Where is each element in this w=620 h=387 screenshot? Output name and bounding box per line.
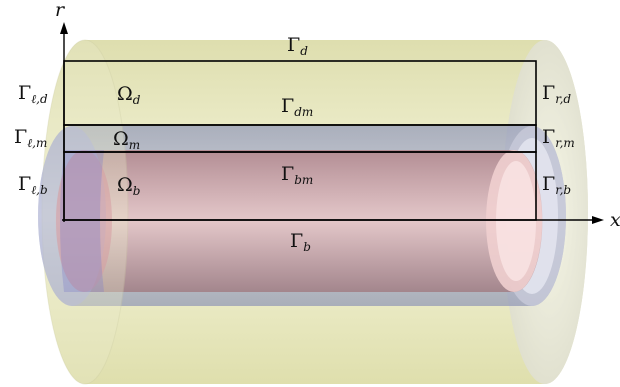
inner-tube-body: [55, 150, 543, 292]
x-axis-label: x: [610, 209, 620, 231]
label-omega-d: Ωd: [117, 83, 141, 107]
label-gamma-dm: Γdm: [281, 95, 313, 119]
label-gamma-l-b: Γℓ,b: [18, 173, 48, 197]
label-gamma-l-d: Γℓ,d: [18, 82, 48, 106]
label-gamma-d: Γd: [287, 34, 308, 58]
r-axis-label: r: [55, 0, 66, 21]
label-gamma-l-m: Γℓ,m: [14, 126, 47, 150]
label-gamma-bm: Γbm: [281, 163, 313, 187]
inner-left-cap: [56, 150, 112, 292]
r-axis-arrow-icon: [60, 22, 68, 34]
label-gamma-r-m: Γr,m: [542, 126, 575, 150]
label-omega-b: Ωb: [117, 174, 140, 198]
x-axis-arrow-icon: [592, 216, 604, 224]
label-gamma-r-d: Γr,d: [542, 82, 571, 106]
label-gamma-b: Γb: [290, 230, 311, 254]
left-blue-band: [60, 150, 104, 292]
label-omega-m: Ωm: [113, 128, 140, 152]
label-gamma-r-b: Γr,b: [542, 173, 571, 197]
